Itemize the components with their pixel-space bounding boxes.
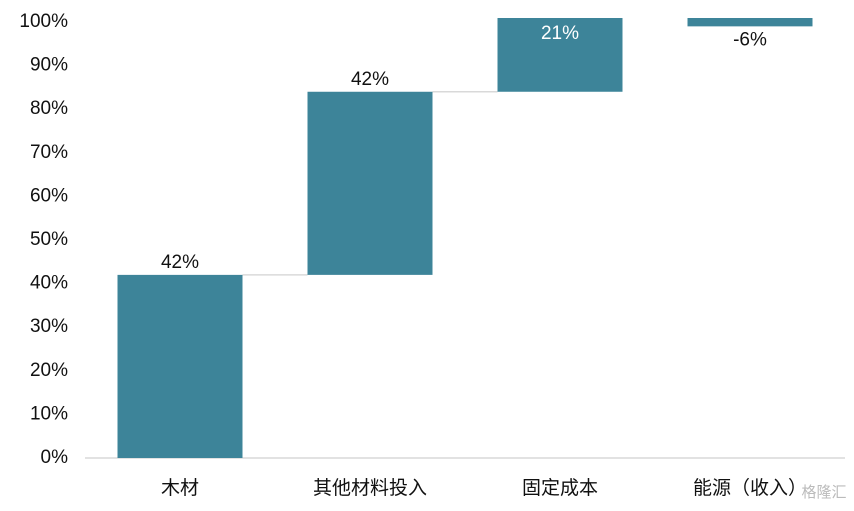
y-tick-label: 30% [30,316,68,337]
bar [307,91,433,275]
value-label: 21% [541,23,579,44]
y-tick-label: 10% [30,403,68,424]
bar [117,274,243,458]
x-tick-label: 固定成本 [522,477,598,499]
y-tick-label: 90% [30,55,68,76]
x-tick-label: 木材 [161,477,199,499]
value-label: 42% [351,69,389,90]
value-label: -6% [733,29,767,50]
y-tick-label: 100% [19,11,68,32]
y-tick-label: 50% [30,229,68,250]
y-tick-label: 80% [30,98,68,119]
y-tick-label: 40% [30,273,68,294]
bar [497,18,623,92]
watermark: 格隆汇 [801,484,846,501]
value-label: 42% [161,252,199,273]
y-tick-label: 0% [41,447,69,468]
x-tick-label: 其他材料投入 [313,477,427,499]
y-tick-label: 70% [30,142,68,163]
bar [687,18,813,27]
y-tick-label: 20% [30,360,68,381]
plot-area [117,18,813,458]
y-tick-label: 60% [30,185,68,206]
x-tick-label: 能源（收入） [693,477,807,499]
